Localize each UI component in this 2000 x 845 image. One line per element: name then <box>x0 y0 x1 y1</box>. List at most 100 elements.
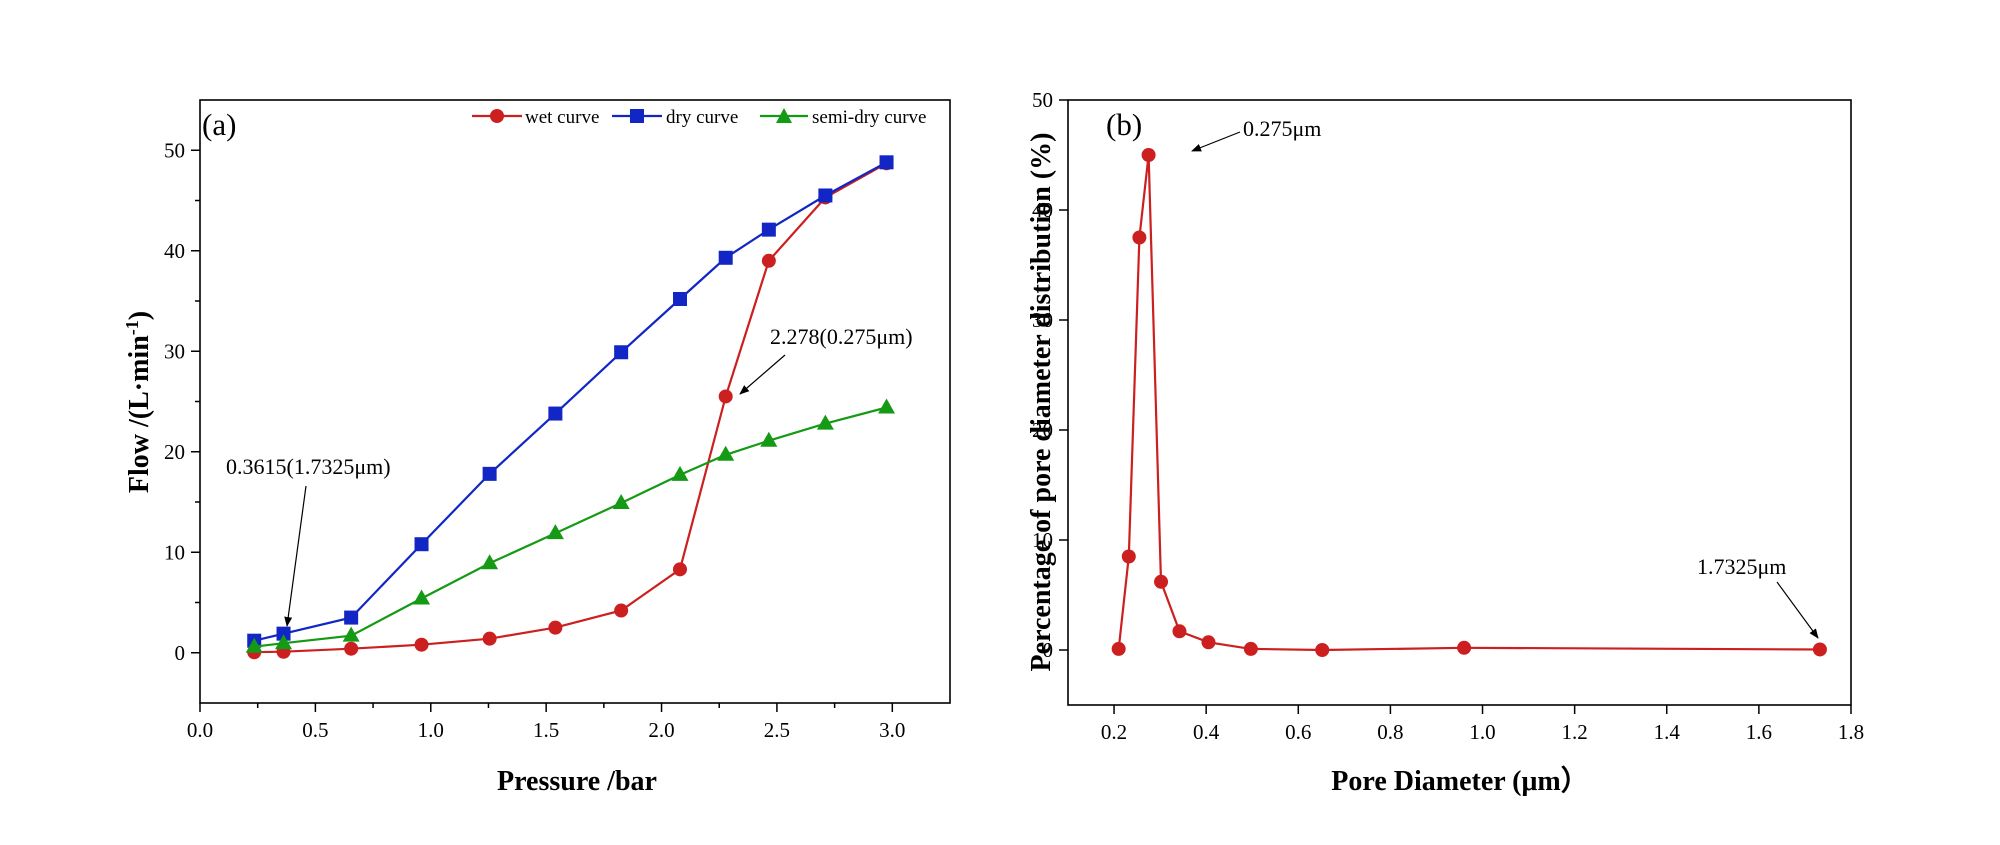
semi-dry-curve-point <box>342 626 360 642</box>
panel-b-plot-frame <box>1067 99 1852 706</box>
wet-curve-line <box>254 162 888 654</box>
semi-dry-curve-point <box>671 465 689 481</box>
legend-dry-label: dry curve <box>666 107 738 128</box>
pore-distribution-point <box>1132 230 1147 245</box>
y-tick-label: 50 <box>164 138 185 162</box>
dry-curve-point <box>414 537 429 552</box>
dry-curve-point <box>718 250 733 265</box>
y-tick-label: 0 <box>1043 638 1054 662</box>
semi-dry-curve-point <box>760 431 778 447</box>
dry-curve-line <box>253 161 888 642</box>
semi-dry-curve-point <box>245 637 263 653</box>
panel-b-x-axis-ticks: 0.2 0.4 0.6 0.8 1.0 1.2 1.4 1.6 1.8 <box>1101 705 1864 744</box>
x-tick-label: 3.0 <box>879 718 905 742</box>
panel-b-x-axis-title: Pore Diameter (μm） <box>1331 764 1588 797</box>
pore-distribution-point <box>1172 624 1187 639</box>
pore-distribution-point <box>1812 642 1827 657</box>
y-tick-label: 10 <box>164 540 185 564</box>
x-tick-label: 1.4 <box>1654 720 1681 744</box>
y-tick-label: 10 <box>1032 528 1053 552</box>
x-tick-label: 0.4 <box>1193 720 1220 744</box>
semi-dry-curve-point <box>481 554 499 570</box>
pore-distribution-point <box>1315 643 1330 657</box>
wet-curve-point <box>761 253 776 268</box>
panel-a-annotation-1-arrow <box>284 485 307 627</box>
pore-distribution-point <box>1457 640 1472 655</box>
dry-curve-point <box>879 155 894 170</box>
panel-a-series <box>245 155 896 660</box>
pore-distribution-point <box>1111 641 1126 656</box>
semi-dry-curve-point <box>816 414 834 430</box>
panel-a-annotation-2-text: 2.278(0.275μm) <box>770 324 913 349</box>
dry-curve-point <box>818 188 833 203</box>
semi-dry-curve-point <box>275 634 293 650</box>
wet-curve-point <box>414 637 429 652</box>
panel-b-annotation-2-arrow <box>1776 581 1819 639</box>
pore-distribution-point <box>1154 574 1169 589</box>
panel-b-label: (b) <box>1106 107 1142 142</box>
panel-b-annotation-2-text: 1.7325μm <box>1697 554 1786 579</box>
x-tick-label: 0.5 <box>302 718 328 742</box>
x-tick-label: 0.6 <box>1285 720 1311 744</box>
pore-distribution-point <box>1141 148 1156 162</box>
panel-a-y-axis-title: Flow /(L·min-1) <box>122 311 155 493</box>
semi-dry-curve-point <box>717 445 735 461</box>
dry-curve-point <box>344 610 359 625</box>
pore-distribution-point <box>1121 549 1136 564</box>
wet-curve-point <box>614 603 629 618</box>
x-tick-label: 0.8 <box>1377 720 1403 744</box>
x-tick-label: 0.2 <box>1101 720 1127 744</box>
pore-distribution-point <box>1243 641 1258 656</box>
panel-b-annotation-1-arrow <box>1191 131 1241 152</box>
x-tick-label: 1.8 <box>1838 720 1864 744</box>
dry-curve-point <box>673 291 687 306</box>
panel-b-chart: 0.2 0.4 0.6 0.8 1.0 1.2 1.4 1.6 1.8 01020304050 … <box>1026 88 1864 797</box>
dry-curve-point <box>761 222 776 237</box>
legend-wet-label: wet curve <box>525 107 599 128</box>
panel-a-chart: 0.0 0.5 1.0 1.5 2.0 2.5 3.0 0 10 20 30 40 50 (a) we… <box>122 99 951 797</box>
y-tick-label: 40 <box>164 239 185 263</box>
pore-distribution-point <box>1201 635 1216 650</box>
y-tick-label: 0 <box>175 641 186 665</box>
panel-a-y-axis-title-main: Flow /(L·min <box>124 335 155 493</box>
y-tick-label: 40 <box>1032 198 1053 222</box>
legend-semi-label: semi-dry curve <box>812 107 926 128</box>
dry-curve-point <box>548 406 563 421</box>
y-tick-label: 50 <box>1032 88 1053 112</box>
panel-a-annotation-2-arrow <box>739 354 786 395</box>
panel-b-series <box>1111 148 1827 657</box>
x-tick-label: 1.5 <box>533 718 559 742</box>
x-tick-label: 1.6 <box>1746 720 1772 744</box>
semi-dry-curve-point <box>413 589 431 605</box>
dry-curve-point <box>482 466 497 481</box>
wet-curve-point <box>718 389 733 404</box>
y-tick-label: 20 <box>1032 418 1053 442</box>
panel-a-x-axis-ticks: 0.0 0.5 1.0 1.5 2.0 2.5 3.0 <box>187 703 905 742</box>
panel-a-label: (a) <box>202 107 236 142</box>
x-tick-label: 1.2 <box>1562 720 1588 744</box>
wet-curve-point <box>673 562 687 577</box>
legend-dry-marker <box>630 109 644 123</box>
panel-a-y-axis-title-sup: -1 <box>122 320 142 335</box>
dry-curve-point <box>276 626 291 641</box>
panel-b-annotation-1-text: 0.275μm <box>1243 116 1321 141</box>
x-tick-label: 1.0 <box>418 718 444 742</box>
y-tick-label: 30 <box>1032 308 1053 332</box>
panel-a-annotation-1-text: 0.3615(1.7325μm) <box>226 454 391 479</box>
panel-a-x-axis-title: Pressure /bar <box>497 766 657 797</box>
dry-curve-point <box>614 345 629 360</box>
x-tick-label: 2.5 <box>764 718 790 742</box>
panel-b-y-axis-ticks: 0 10 20 30 40 50 <box>1032 88 1068 662</box>
semi-dry-curve-point <box>612 494 630 510</box>
x-tick-label: 0.0 <box>187 718 213 742</box>
y-tick-label: 30 <box>164 339 185 363</box>
wet-curve-point <box>482 631 497 646</box>
legend-wet-marker <box>490 109 504 123</box>
semi-dry-curve-line <box>254 406 887 648</box>
semi-dry-curve-point <box>546 524 564 540</box>
panel-b-y-axis-title: Percentage of pore diameter distribution… <box>1026 133 1057 672</box>
x-tick-label: 2.0 <box>648 718 674 742</box>
semi-dry-curve-point <box>878 398 896 414</box>
panel-a-legend: wet curve dry curve semi-dry curve <box>472 107 926 128</box>
